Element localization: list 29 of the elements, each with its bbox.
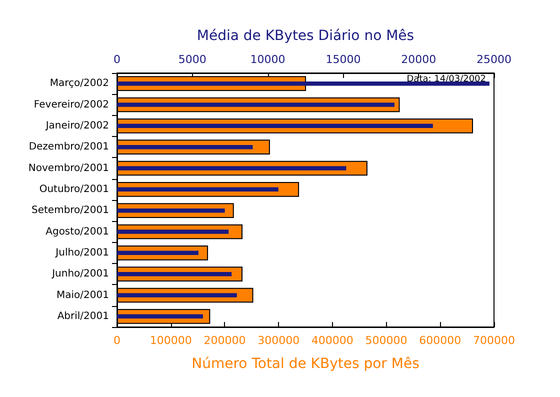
- x2-tick-label: 10000: [250, 53, 286, 66]
- y-tick-label: Maio/2001: [56, 290, 109, 301]
- x-axis-title: Número Total de KBytes por Mês: [192, 356, 420, 372]
- x-tick-label: 0: [114, 334, 120, 347]
- y-tick-label: Abril/2001: [57, 310, 109, 322]
- y-tick-label: Junho/2001: [51, 268, 109, 280]
- y-tick-label: Janeiro/2002: [44, 120, 109, 132]
- x2-tick-label: 20000: [401, 53, 436, 66]
- y-tick-label: Setembro/2001: [32, 205, 109, 216]
- x-tick-label: 700000: [473, 334, 515, 347]
- x2-tick-label: 15000: [326, 53, 361, 66]
- x-tick-label: 300000: [258, 334, 300, 347]
- y-tick-label: Março/2002: [50, 78, 109, 90]
- x2-tick-label: 25000: [476, 53, 512, 66]
- y-tick-label: Agosto/2001: [46, 226, 109, 238]
- x-tick-label: 200000: [204, 334, 246, 347]
- x2-tick-label: 5000: [178, 53, 206, 66]
- y-tick-label: Outubro/2001: [39, 184, 109, 195]
- y-tick-label: Dezembro/2001: [28, 142, 109, 153]
- y-tick-label: Fevereiro/2002: [34, 99, 109, 110]
- y-tick-label: Novembro/2001: [28, 162, 109, 174]
- x2-axis-title: Média de KBytes Diário no Mês: [196, 28, 414, 44]
- annotation: Data: 14/03/2002: [406, 74, 486, 84]
- x-tick-label: 400000: [311, 334, 354, 347]
- x-tick-label: 100000: [150, 334, 192, 347]
- x-tick-label: 600000: [419, 334, 462, 347]
- x2-tick-label: 0: [114, 53, 120, 66]
- x-tick-label: 500000: [365, 334, 408, 347]
- y-tick-label: Julho/2001: [54, 247, 109, 258]
